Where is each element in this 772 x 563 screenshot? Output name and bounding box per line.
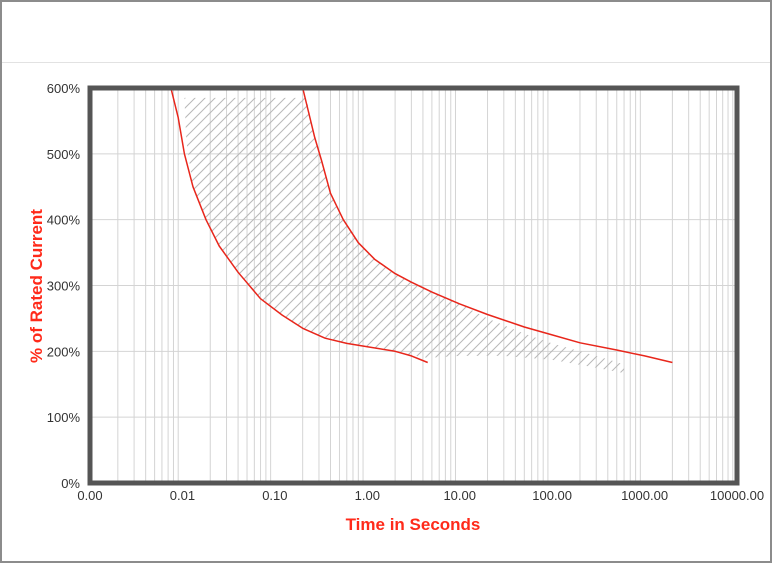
- x-tick-label: 0.01: [170, 488, 195, 503]
- x-tick-label: 10000.00: [710, 488, 764, 503]
- hatch-line: [184, 97, 266, 374]
- hatch-line: [184, 97, 366, 374]
- y-tick-label: 300%: [47, 279, 81, 294]
- grid: [90, 87, 737, 484]
- x-tick-label: 0.00: [77, 488, 102, 503]
- x-tick-label: 1000.00: [621, 488, 668, 503]
- hatch-line: [184, 97, 376, 374]
- x-tick-label: 10.00: [443, 488, 476, 503]
- hatch-line: [184, 97, 326, 374]
- hatch-line: [750, 88, 772, 483]
- y-tick-label: 200%: [47, 344, 81, 359]
- series-line-2: [301, 87, 673, 364]
- tick-labels: 0.00 0.01 0.10 1.00 10.00 100.00 1000.00 10000.…: [47, 81, 764, 503]
- y-axis-title: % of Rated Current: [27, 209, 46, 363]
- series-lines: [170, 87, 673, 364]
- x-tick-label: 1.00: [355, 488, 380, 503]
- series-line-1: [170, 87, 428, 364]
- hatch-line: [184, 97, 316, 374]
- hatch-line: [184, 97, 346, 374]
- y-tick-label: 0%: [61, 476, 80, 491]
- hatch-line: [184, 97, 256, 374]
- hatch-line: [740, 88, 772, 483]
- top-divider: [2, 62, 770, 63]
- hatch-line: [184, 97, 336, 374]
- y-tick-label: 500%: [47, 147, 81, 162]
- hatch-line: [184, 97, 356, 374]
- x-tick-label: 0.10: [262, 488, 287, 503]
- plot-border: [87, 85, 740, 486]
- y-tick-label: 400%: [47, 213, 81, 228]
- x-axis-title: Time in Seconds: [346, 515, 481, 534]
- x-tick-label: 100.00: [532, 488, 572, 503]
- y-tick-label: 600%: [47, 81, 81, 96]
- hatch-line: [184, 97, 276, 374]
- hatch-line: [184, 97, 286, 374]
- hatch-line: [184, 97, 296, 374]
- y-tick-label: 100%: [47, 410, 81, 425]
- hatch-line: [184, 97, 306, 374]
